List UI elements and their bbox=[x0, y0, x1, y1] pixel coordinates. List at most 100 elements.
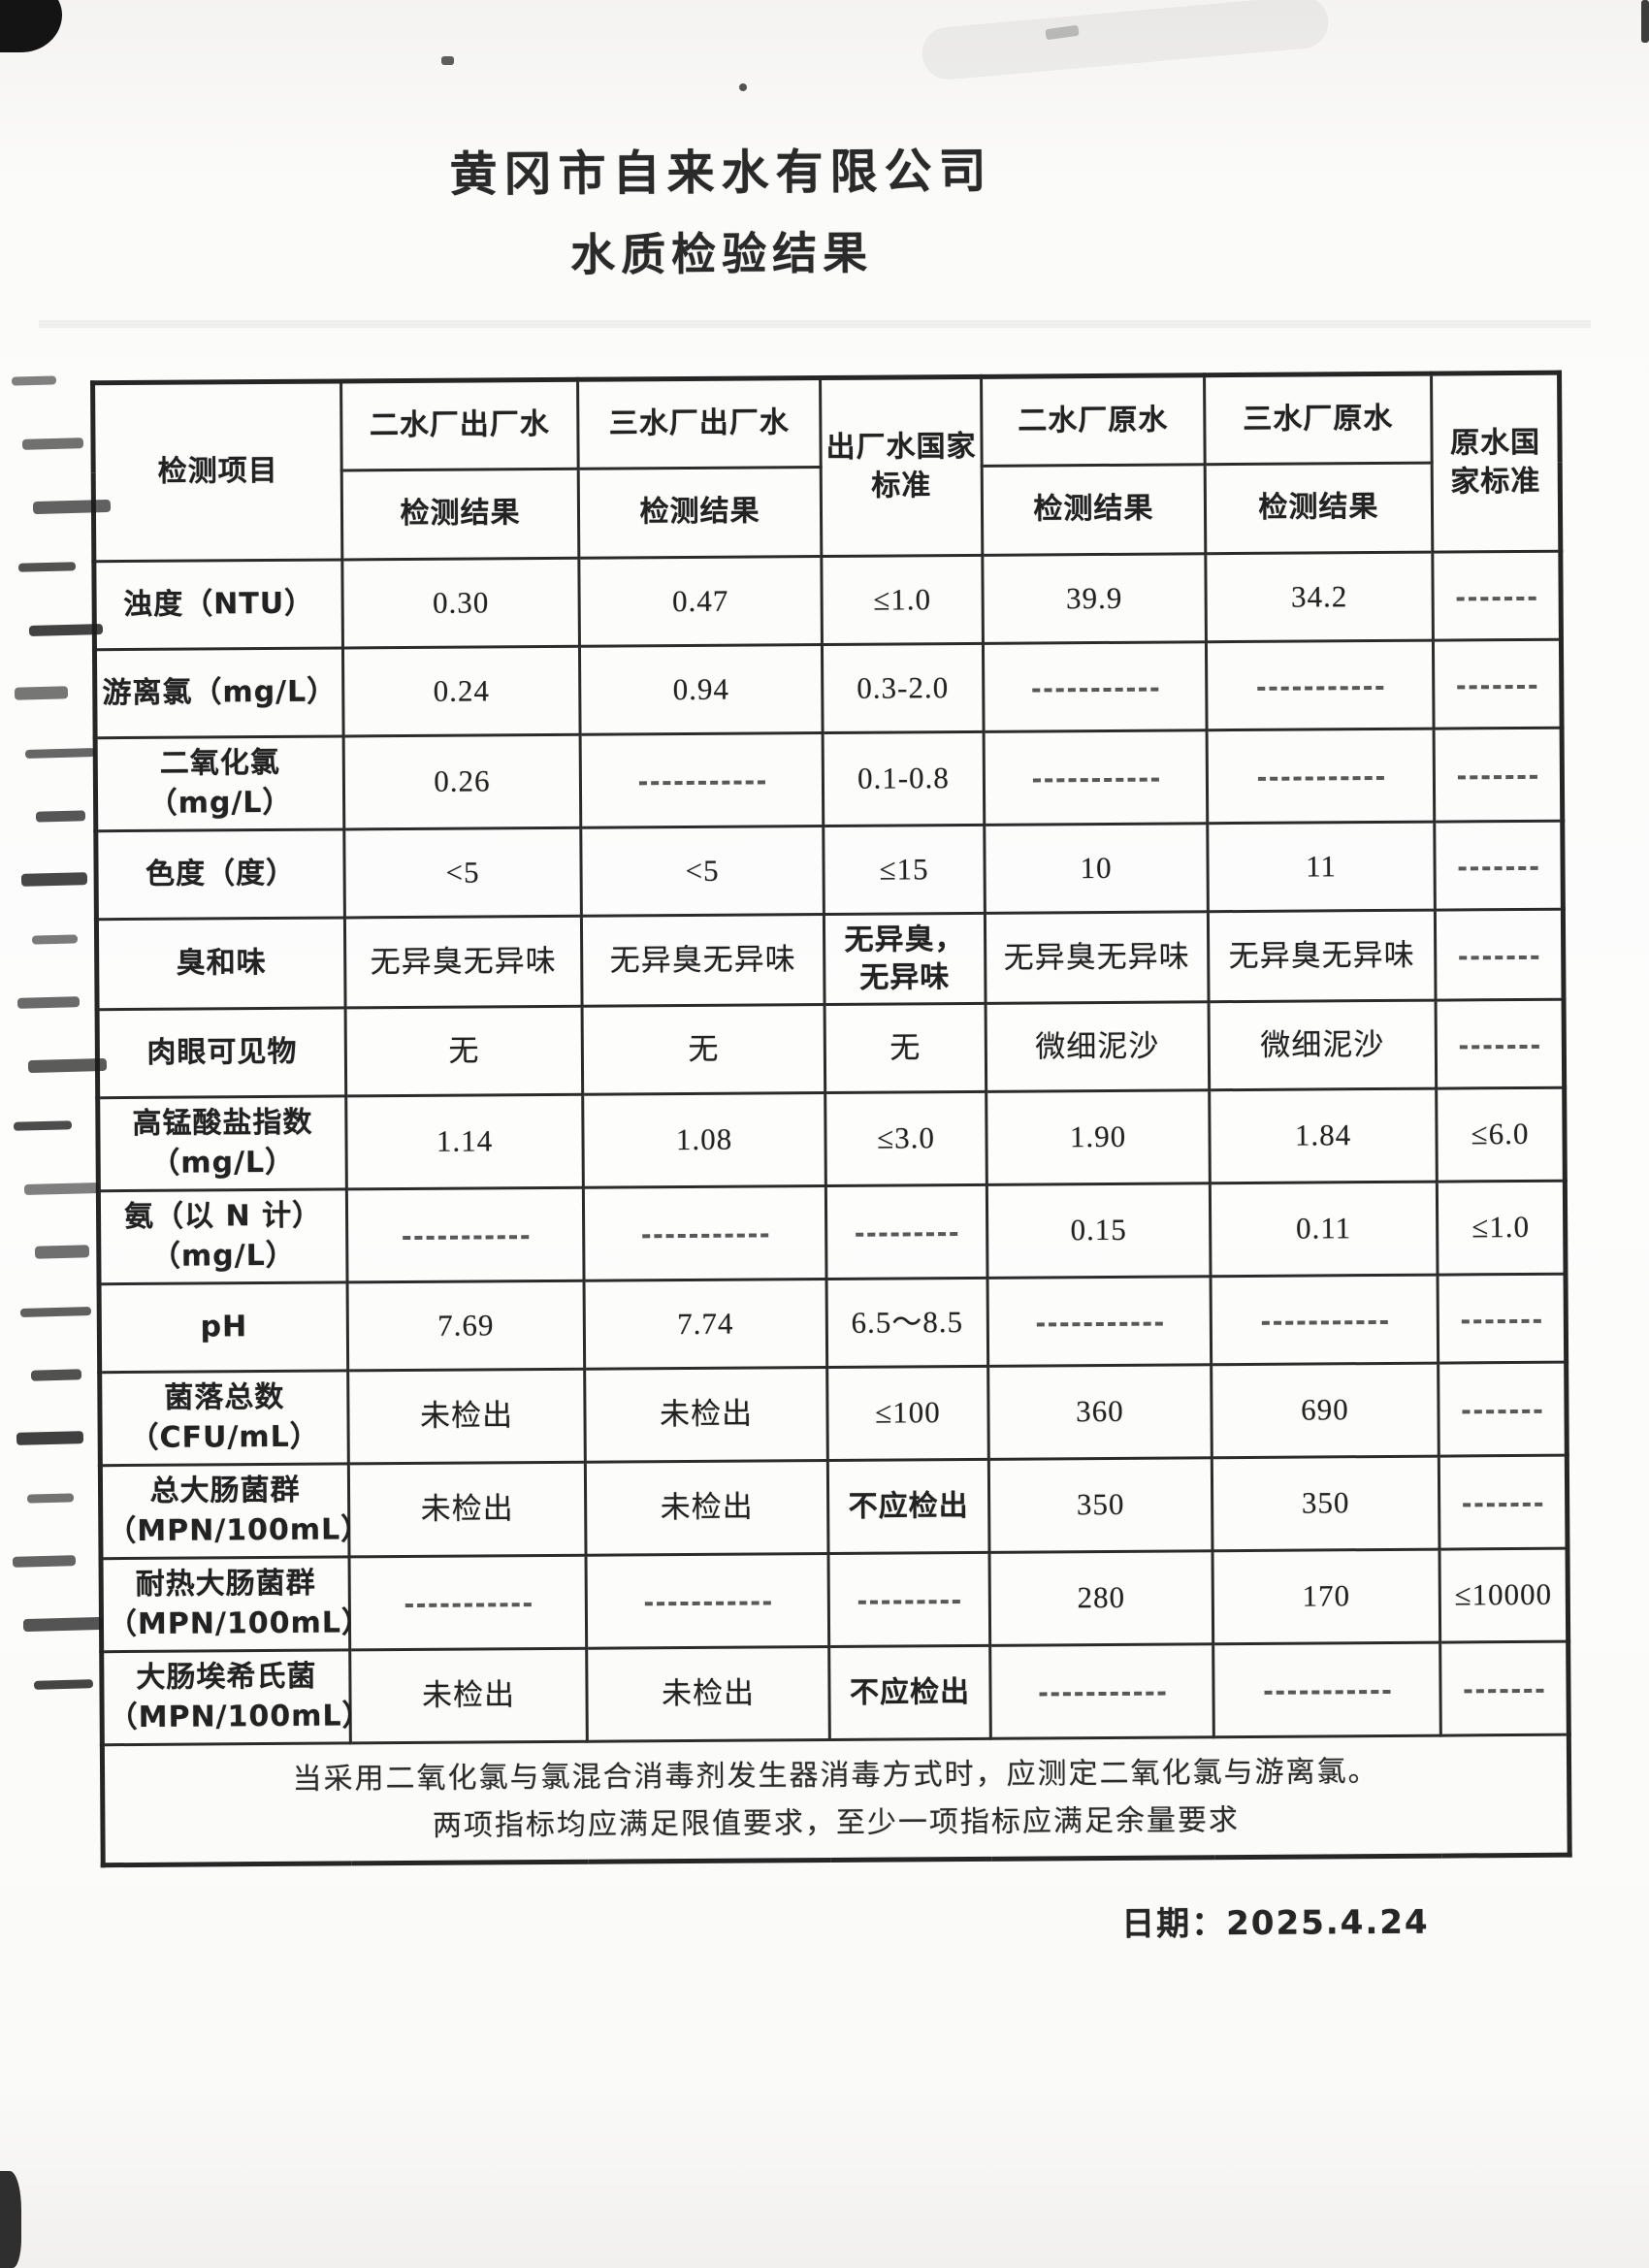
dash-placeholder bbox=[1460, 1044, 1539, 1050]
table-cell bbox=[1434, 728, 1563, 823]
scan-edge-mark bbox=[17, 562, 77, 572]
scan-edge-mark bbox=[23, 1182, 100, 1196]
table-cell: 未检出 bbox=[347, 1369, 586, 1464]
table-cell: ≤15 bbox=[823, 825, 986, 915]
table-cell: 0.3-2.0 bbox=[822, 643, 985, 733]
table-cell: 350 bbox=[1212, 1456, 1439, 1551]
table-row: 色度（度） <5 <5 ≤15 10 11 bbox=[95, 821, 1564, 920]
scan-speck bbox=[1641, 0, 1649, 43]
header-item: 检测项目 bbox=[92, 380, 342, 562]
table-cell: 不应检出 bbox=[828, 1645, 991, 1740]
scan-edge-mark bbox=[12, 1555, 77, 1568]
table-cell bbox=[989, 1643, 1214, 1739]
table-cell: 6.5～8.5 bbox=[826, 1278, 988, 1368]
table-cell bbox=[987, 1276, 1212, 1367]
dash-placeholder bbox=[1261, 1319, 1388, 1325]
row-label: 色度（度） bbox=[95, 828, 345, 920]
scan-edge-mark bbox=[16, 1431, 84, 1445]
scan-streak bbox=[39, 320, 1591, 328]
table-cell: 无异臭无异味 bbox=[985, 911, 1210, 1004]
row-label: 肉眼可见物 bbox=[97, 1007, 346, 1098]
table-cell: 0.11 bbox=[1210, 1182, 1439, 1277]
scan-edge-mark bbox=[22, 1616, 104, 1633]
table-cell bbox=[583, 1185, 827, 1281]
table-row: 耐热大肠菌群 （MPN/100mL） 280 170 ≤10000 bbox=[101, 1548, 1568, 1652]
scan-edge-mark bbox=[21, 437, 84, 450]
note-line-2: 两项指标均应满足限值要求，至少一项指标应满足余量要求 bbox=[432, 1803, 1241, 1843]
note-line-1: 当采用二氧化氯与氯混合消毒剂发生器消毒方式时，应测定二氧化氯与游离氯。 bbox=[292, 1754, 1379, 1797]
table-cell: 未检出 bbox=[585, 1460, 829, 1556]
table-cell bbox=[984, 729, 1208, 826]
table-cell: 不应检出 bbox=[827, 1459, 989, 1554]
title-block: 黄冈市自来水有限公司 水质检验结果 bbox=[0, 129, 1449, 287]
table-cell: 1.08 bbox=[582, 1092, 826, 1188]
table-row: 总大肠菌群 （MPN/100mL） 未检出 未检出 不应检出 350 350 bbox=[100, 1455, 1568, 1559]
table-cell: 350 bbox=[988, 1457, 1212, 1553]
table-cell: 34.2 bbox=[1205, 552, 1434, 642]
table-cell: 无异臭无异味 bbox=[1208, 910, 1437, 1002]
table-cell: 0.47 bbox=[578, 556, 823, 647]
table-cell: 39.9 bbox=[982, 553, 1207, 644]
table-cell: ≤1.0 bbox=[821, 555, 984, 645]
table-row: 大肠埃希氏菌 （MPN/100mL） 未检出 未检出 不应检出 bbox=[101, 1641, 1569, 1745]
table-cell: 无异臭， 无异味 bbox=[824, 913, 986, 1005]
header-result-2: 检测结果 bbox=[578, 467, 822, 559]
table-cell: 无 bbox=[582, 1004, 825, 1095]
scan-edge-mark bbox=[24, 748, 96, 759]
table-cell bbox=[1438, 1362, 1568, 1457]
table-cell: 7.74 bbox=[584, 1279, 827, 1370]
dash-placeholder bbox=[1039, 1691, 1166, 1697]
dash-placeholder bbox=[1264, 1690, 1391, 1696]
scan-edge-mark bbox=[33, 1679, 94, 1690]
table-cell: 未检出 bbox=[584, 1367, 828, 1463]
scan-edge-mark bbox=[16, 996, 81, 1009]
dash-placeholder bbox=[1463, 1503, 1542, 1507]
dash-placeholder bbox=[1459, 955, 1539, 960]
table-cell bbox=[1206, 640, 1435, 730]
table-row: pH 7.69 7.74 6.5～8.5 bbox=[99, 1274, 1567, 1373]
dash-placeholder bbox=[1464, 1689, 1544, 1694]
table-cell: 0.94 bbox=[579, 644, 824, 735]
scan-blob-bottom-left bbox=[0, 2171, 21, 2268]
row-label: 氨（以 N 计） （mg/L） bbox=[98, 1188, 348, 1284]
table-cell: 690 bbox=[1211, 1363, 1439, 1458]
row-label: 总大肠菌群 （MPN/100mL） bbox=[100, 1463, 371, 1559]
report-date: 日期：2025.4.24 bbox=[1121, 1902, 1430, 1944]
table-row: 二氧化氯 （mg/L） 0.26 0.1-0.8 bbox=[95, 728, 1563, 831]
scan-edge-mark bbox=[13, 1120, 73, 1131]
dash-placeholder bbox=[1462, 1409, 1542, 1414]
scan-edge-mark bbox=[11, 375, 57, 386]
scan-edge-mark bbox=[26, 1493, 75, 1504]
scan-edge-mark bbox=[35, 810, 86, 823]
scan-edge-mark bbox=[32, 499, 112, 515]
table-note: 当采用二氧化氯与氯混合消毒剂发生器消毒方式时，应测定二氧化氯与游离氯。 两项指标… bbox=[102, 1734, 1570, 1865]
table-cell: 280 bbox=[988, 1550, 1213, 1646]
dash-placeholder bbox=[638, 780, 765, 786]
table-body: 浊度（NTU） 0.30 0.47 ≤1.0 39.9 34.2 游离氯（mg/L） 0.24… bbox=[93, 551, 1569, 1745]
table-cell: 无异臭无异味 bbox=[344, 916, 583, 1008]
scan-edge-mark bbox=[20, 872, 88, 887]
dash-placeholder bbox=[857, 1600, 961, 1605]
table-cell bbox=[586, 1553, 829, 1649]
table-cell: ≤3.0 bbox=[824, 1091, 987, 1186]
table-cell: 360 bbox=[987, 1364, 1212, 1460]
table-cell bbox=[1438, 1274, 1567, 1364]
table-cell: <5 bbox=[343, 827, 582, 918]
report-subtitle: 水质检验结果 bbox=[569, 226, 874, 281]
dash-placeholder bbox=[1458, 775, 1537, 780]
dash-placeholder bbox=[641, 1233, 768, 1239]
table-cell: ≤10000 bbox=[1439, 1548, 1568, 1643]
dash-placeholder bbox=[855, 1232, 958, 1238]
table-cell bbox=[1434, 821, 1564, 911]
header-plant3-raw: 三水厂原水 bbox=[1204, 373, 1433, 465]
table-cell bbox=[1439, 1455, 1568, 1550]
table-cell bbox=[828, 1552, 990, 1647]
row-label: 耐热大肠菌群 （MPN/100mL） bbox=[101, 1556, 372, 1652]
dash-placeholder bbox=[644, 1601, 771, 1606]
table-cell bbox=[983, 641, 1208, 732]
table-cell bbox=[1211, 1275, 1439, 1365]
table-cell bbox=[580, 732, 824, 828]
table-cell bbox=[1436, 999, 1565, 1089]
table-cell: 11 bbox=[1207, 822, 1436, 912]
table-cell: 0.30 bbox=[341, 558, 580, 648]
